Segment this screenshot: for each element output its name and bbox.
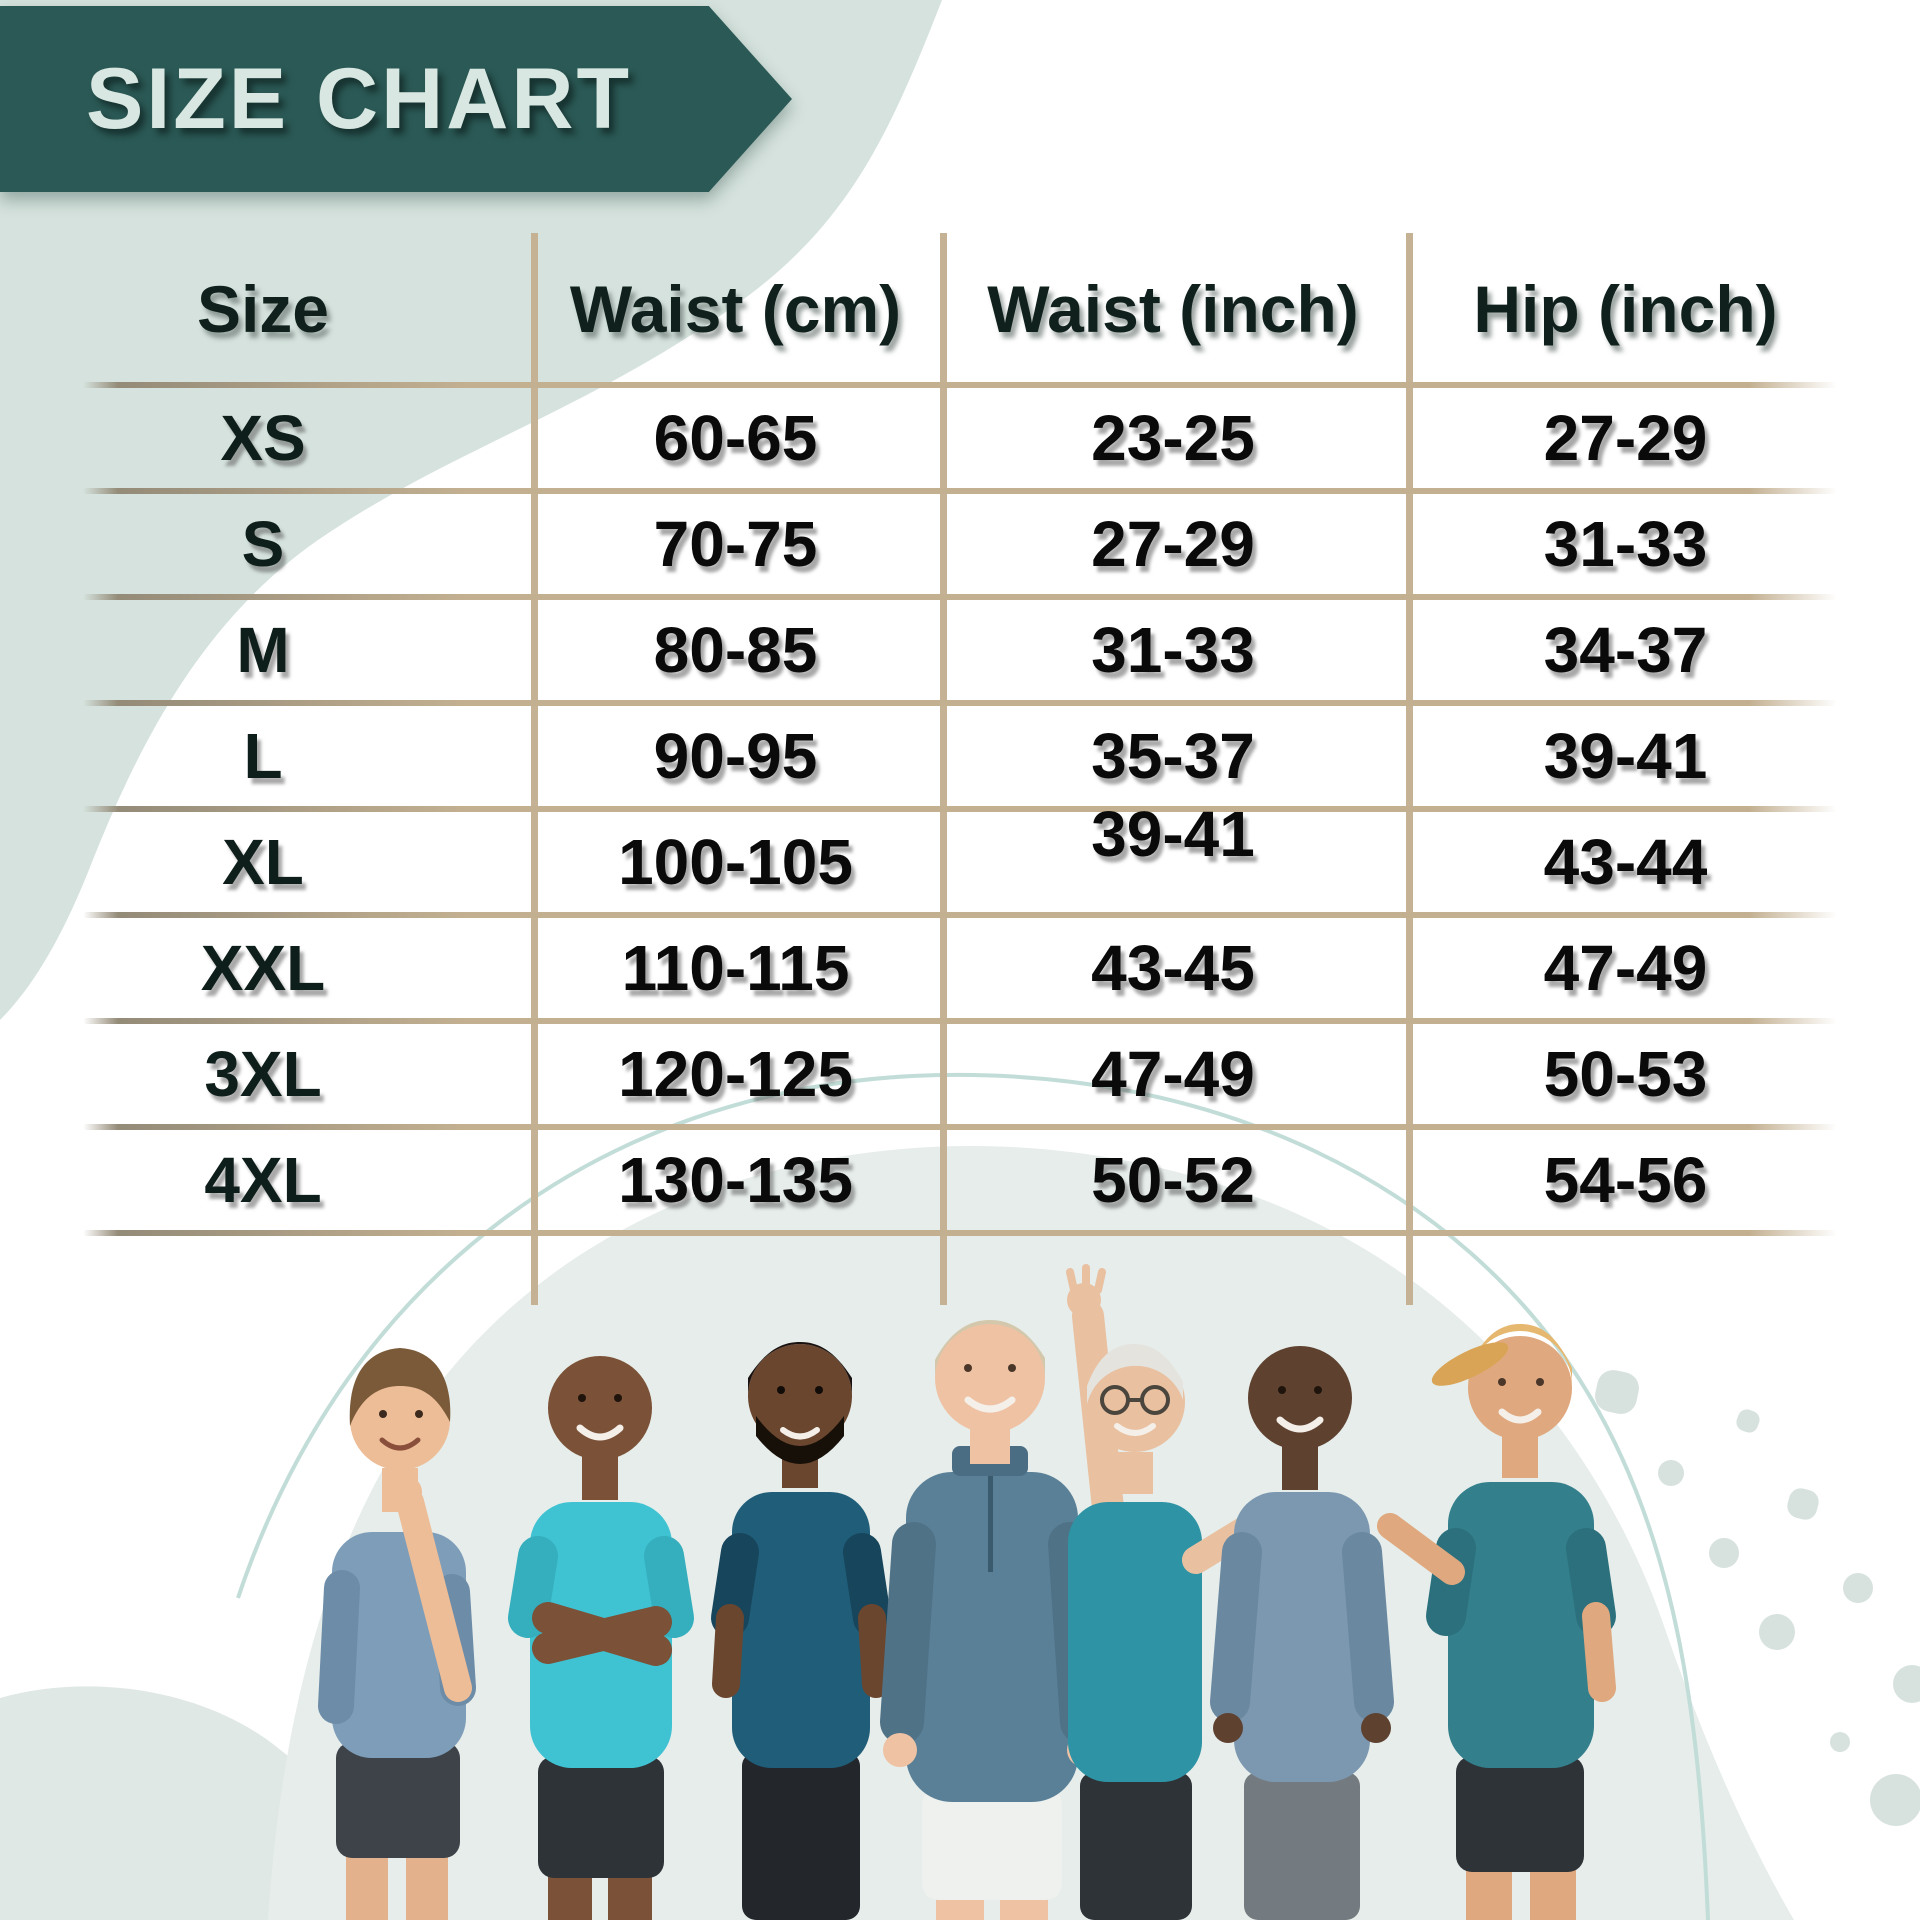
table-row: L 90-95 35-37 39-41 xyxy=(85,703,1845,809)
row-divider xyxy=(83,700,1837,706)
man-3 xyxy=(711,1342,891,1920)
size-label: XL xyxy=(222,826,304,898)
table-header-row: Size Waist (cm) Waist (inch) Hip (inch) xyxy=(85,233,1845,385)
waist-cm-value: 60-65 xyxy=(653,402,818,474)
table-row: XXL 110-115 43-45 47-49 xyxy=(85,915,1845,1021)
row-divider xyxy=(83,912,1837,918)
man-5-raised-arm xyxy=(1066,1264,1124,1524)
waist-inch-value: 31-33 xyxy=(1091,614,1255,686)
size-label: S xyxy=(241,508,285,580)
size-label: 4XL xyxy=(204,1144,322,1216)
table-row: XL 100-105 39-41 43-44 xyxy=(85,798,1845,915)
waist-inch-value: 43-45 xyxy=(1091,932,1255,1004)
hip-inch-value: 27-29 xyxy=(1543,402,1708,474)
row-divider xyxy=(83,1230,1837,1236)
man-2 xyxy=(508,1356,694,1920)
dot-pattern xyxy=(1595,1370,1920,1826)
row-divider xyxy=(83,806,1837,812)
size-label: M xyxy=(236,614,290,686)
waist-inch-value: 23-25 xyxy=(1091,402,1255,474)
waist-inch-value: 35-37 xyxy=(1091,720,1255,792)
man-4 xyxy=(880,1320,1104,1920)
column-divider xyxy=(531,233,538,1305)
waist-cm-value: 130-135 xyxy=(618,1144,853,1216)
waist-cm-value: 70-75 xyxy=(653,508,818,580)
row-divider xyxy=(83,1018,1837,1024)
hip-inch-value: 50-53 xyxy=(1543,1038,1708,1110)
dome-shape xyxy=(268,1146,1794,1920)
size-label: XXL xyxy=(200,932,326,1004)
hip-inch-value: 47-49 xyxy=(1543,932,1708,1004)
waist-cm-value: 80-85 xyxy=(653,614,818,686)
hip-inch-value: 31-33 xyxy=(1543,508,1708,580)
hip-inch-value: 54-56 xyxy=(1543,1144,1708,1216)
size-label: 3XL xyxy=(204,1038,322,1110)
hip-inch-value: 34-37 xyxy=(1543,614,1708,686)
waist-inch-value: 47-49 xyxy=(1091,1038,1255,1110)
column-divider xyxy=(940,233,947,1305)
waist-cm-value: 100-105 xyxy=(618,826,853,898)
row-divider xyxy=(83,594,1837,600)
man-6 xyxy=(1210,1346,1394,1920)
size-label: L xyxy=(243,720,283,792)
header-hip-inch: Hip (inch) xyxy=(1473,272,1778,346)
waist-cm-value: 110-115 xyxy=(621,932,850,1004)
table-body: XS 60-65 23-25 27-29 S 70-75 27-29 31-33… xyxy=(85,385,1845,1233)
row-divider xyxy=(83,488,1837,494)
header-waist-inch: Waist (inch) xyxy=(987,272,1359,346)
size-table: Size Waist (cm) Waist (inch) Hip (inch) … xyxy=(85,233,1845,1233)
banner-arrow-shape: SIZE CHART xyxy=(0,6,792,192)
row-divider xyxy=(83,382,1837,388)
header-size: Size xyxy=(196,272,330,346)
table-row: 3XL 120-125 47-49 50-53 xyxy=(85,1021,1845,1127)
man-7 xyxy=(1377,1324,1616,1920)
waist-inch-value: 39-41 xyxy=(1091,798,1255,870)
waist-cm-value: 120-125 xyxy=(618,1038,853,1110)
man-5 xyxy=(1068,1344,1272,1920)
table-row: 4XL 130-135 50-52 54-56 xyxy=(85,1127,1845,1233)
table-row: S 70-75 27-29 31-33 xyxy=(85,491,1845,597)
hip-inch-value: 43-44 xyxy=(1543,826,1708,898)
waist-cm-value: 90-95 xyxy=(653,720,818,792)
title-banner: SIZE CHART xyxy=(0,6,792,192)
column-divider xyxy=(1406,233,1413,1305)
hip-inch-value: 39-41 xyxy=(1543,720,1708,792)
waist-inch-value: 50-52 xyxy=(1091,1144,1255,1216)
table-row: M 80-85 31-33 34-37 xyxy=(85,597,1845,703)
header-waist-cm: Waist (cm) xyxy=(569,272,902,346)
table-row: XS 60-65 23-25 27-29 xyxy=(85,385,1845,491)
waist-inch-value: 27-29 xyxy=(1091,508,1255,580)
size-label: XS xyxy=(220,402,306,474)
man-1 xyxy=(318,1348,476,1920)
page-title: SIZE CHART xyxy=(86,51,632,147)
row-divider xyxy=(83,1124,1837,1130)
bottom-left-blob xyxy=(0,1686,402,1920)
